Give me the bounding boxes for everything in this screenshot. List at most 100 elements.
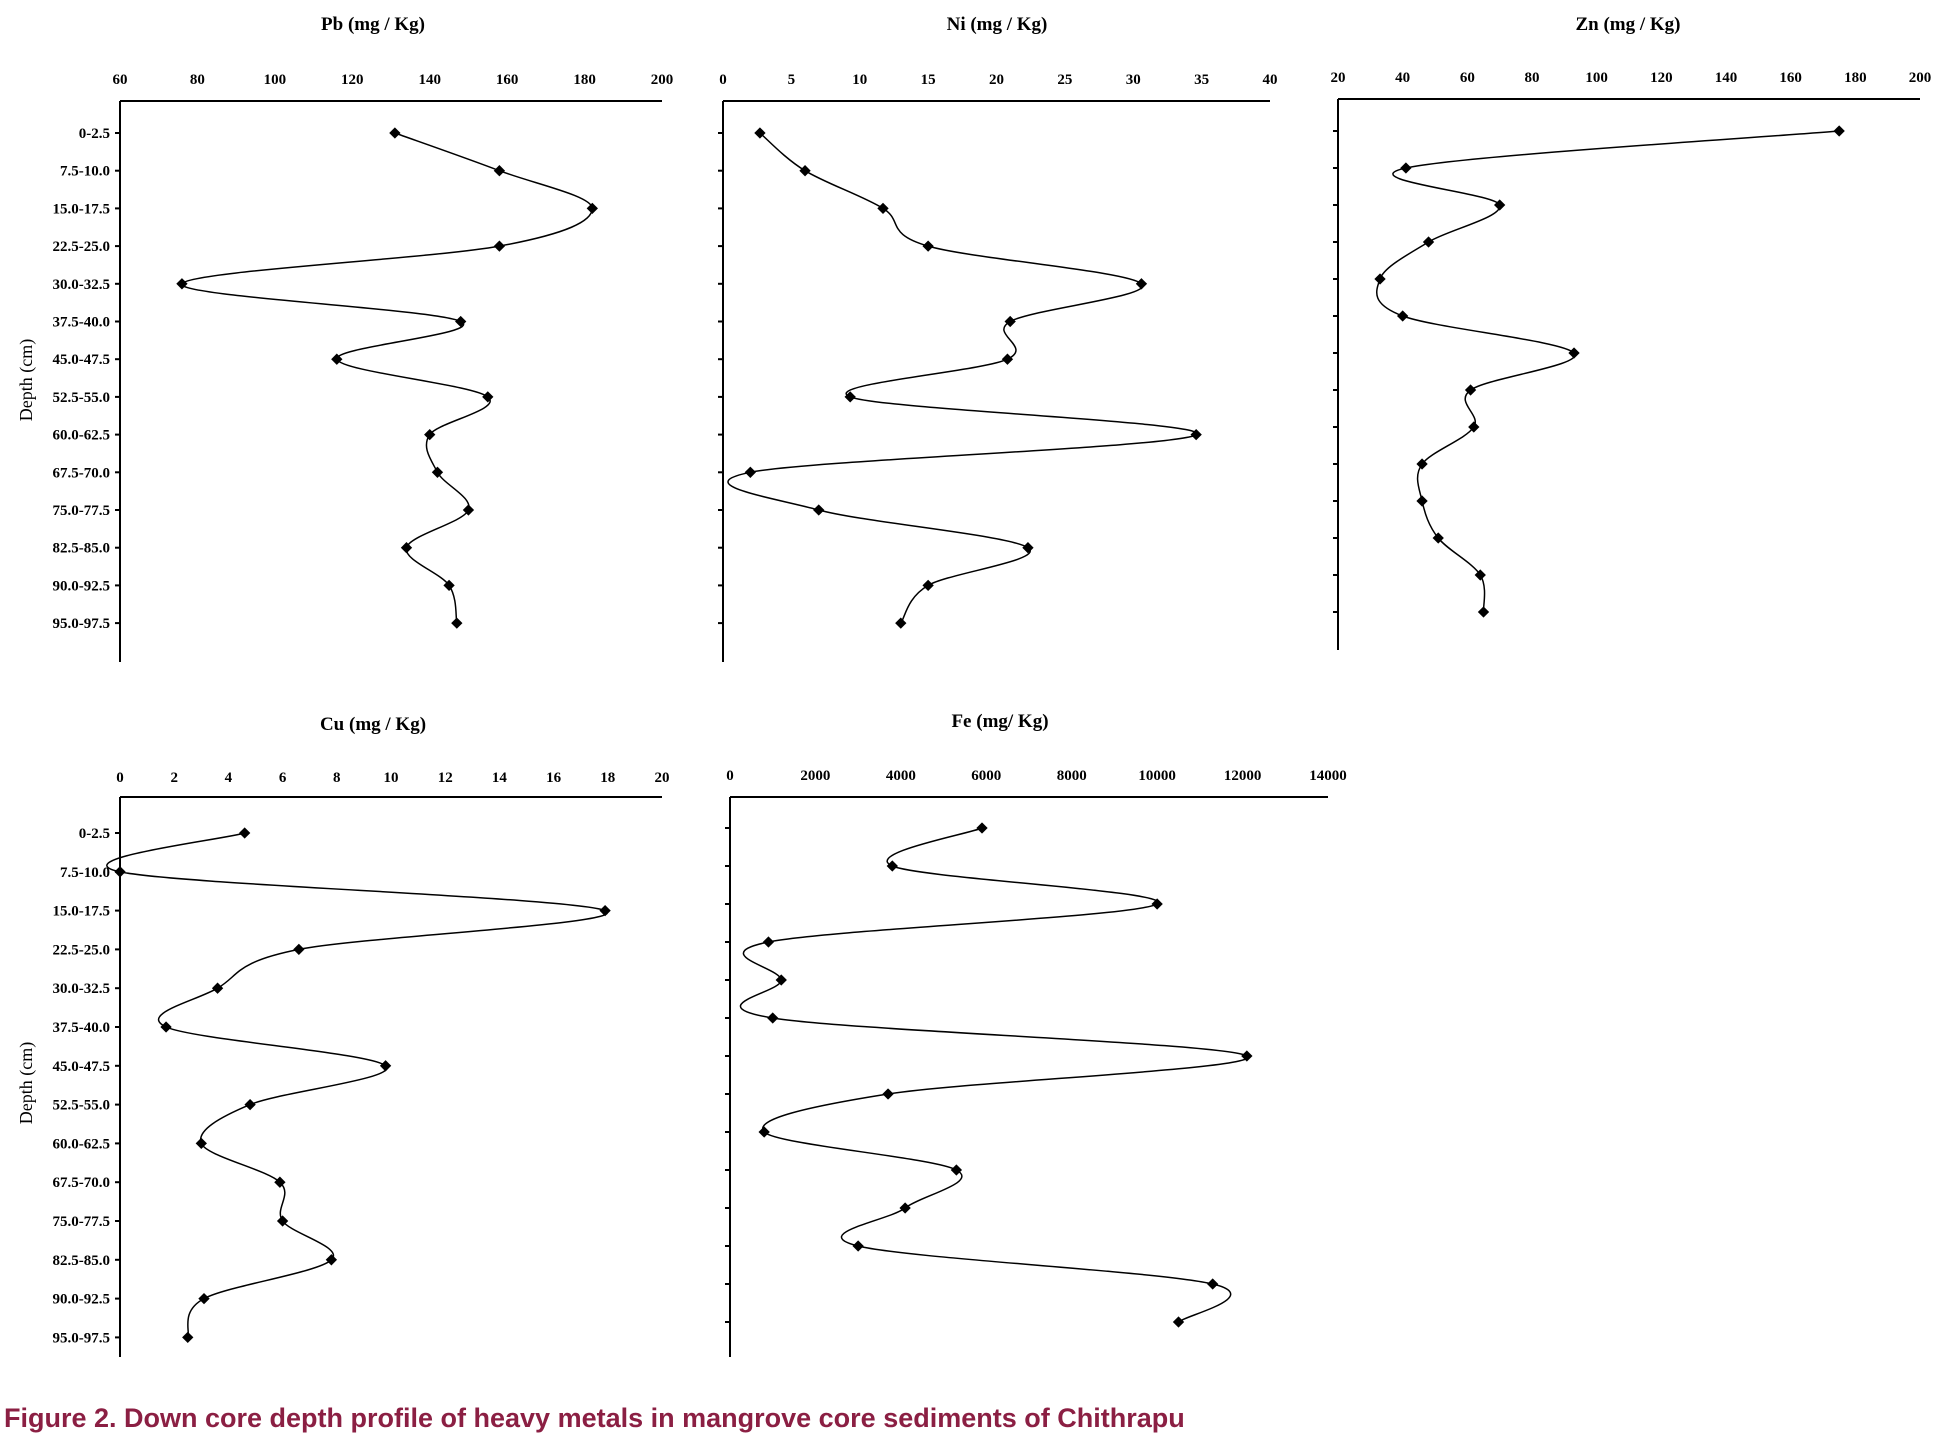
data-point [754, 127, 766, 139]
data-point [455, 315, 467, 328]
x-tick-label: 180 [573, 72, 596, 88]
x-tick-label: 40 [1263, 72, 1278, 88]
data-point [239, 827, 251, 839]
y-axis-title: Depth (cm) [16, 339, 37, 421]
data-point [599, 904, 611, 917]
x-tick-label: 0 [726, 768, 734, 784]
x-tick-label: 120 [1650, 70, 1673, 86]
x-tick-label: 0 [719, 72, 727, 88]
x-tick-label: 10000 [1138, 768, 1176, 784]
chart-title: Fe (mg/ Kg) [951, 711, 1048, 732]
x-tick-label: 80 [190, 72, 205, 88]
data-point [451, 617, 463, 629]
x-tick-label: 12 [438, 770, 453, 786]
data-point [195, 1137, 207, 1150]
chart-title: Ni (mg / Kg) [947, 14, 1048, 35]
series-line [739, 827, 1249, 1323]
data-point [1422, 236, 1435, 248]
series-line [106, 832, 609, 1338]
y-tick-label: 52.5-55.0 [53, 1098, 111, 1114]
data-point [922, 579, 934, 592]
data-point [1374, 273, 1386, 285]
figure-caption: Figure 2. Down core depth profile of hea… [4, 1403, 1185, 1433]
data-point [1172, 1316, 1185, 1328]
y-tick-label: 52.5-55.0 [53, 390, 111, 406]
y-tick-label: 82.5-85.0 [53, 1253, 111, 1269]
x-tick-label: 6000 [971, 768, 1001, 784]
data-point [244, 1098, 256, 1111]
data-point [1477, 606, 1490, 618]
data-point [443, 579, 455, 592]
data-point [176, 278, 188, 290]
y-tick-label: 30.0-32.5 [53, 277, 111, 293]
data-point [182, 1331, 194, 1344]
data-point [1432, 532, 1444, 544]
x-tick-label: 200 [1909, 70, 1932, 86]
x-tick-label: 8000 [1057, 768, 1087, 784]
chart-title: Zn (mg / Kg) [1575, 14, 1680, 35]
data-point [758, 1126, 770, 1138]
data-point [331, 353, 343, 365]
series-line [727, 132, 1197, 624]
x-tick-label: 10 [384, 770, 399, 786]
x-tick-label: 12000 [1224, 768, 1262, 784]
data-point [276, 1215, 289, 1227]
data-point [1022, 542, 1034, 554]
y-tick-label: 22.5-25.0 [53, 942, 111, 958]
x-tick-label: 14000 [1309, 768, 1347, 784]
chart-panel: Zn (mg / Kg) 20 40 60 80 100 120 140 160 180 200 [1331, 14, 1932, 650]
x-tick-label: 100 [1585, 70, 1608, 86]
data-point [400, 542, 413, 554]
data-point [1001, 353, 1014, 365]
x-tick-label: 100 [264, 72, 287, 88]
x-tick-label: 20 [1331, 70, 1346, 86]
x-tick-label: 40 [1395, 70, 1410, 86]
x-tick-label: 2000 [800, 768, 830, 784]
x-tick-label: 80 [1525, 70, 1540, 86]
x-tick-label: 140 [418, 72, 441, 88]
y-tick-label: 15.0-17.5 [53, 201, 111, 217]
data-point [1568, 347, 1580, 359]
data-point [1207, 1278, 1219, 1290]
data-point [389, 127, 401, 139]
data-point [895, 617, 907, 629]
y-tick-label: 60.0-62.5 [53, 428, 111, 444]
x-tick-label: 25 [1057, 72, 1072, 88]
data-point [1397, 310, 1409, 322]
data-point [1004, 315, 1016, 328]
x-tick-label: 30 [1126, 72, 1141, 88]
x-tick-label: 35 [1194, 72, 1209, 88]
x-tick-label: 140 [1715, 70, 1738, 86]
data-point [852, 1240, 864, 1252]
x-tick-label: 120 [341, 72, 364, 88]
data-point [1135, 278, 1148, 290]
data-point [1241, 1050, 1253, 1062]
data-point [1474, 569, 1486, 581]
y-axis-title: Depth (cm) [16, 1042, 37, 1124]
data-point [211, 982, 224, 994]
data-point [1151, 898, 1163, 910]
y-tick-label: 95.0-97.5 [53, 616, 111, 632]
series-line [1376, 130, 1840, 613]
data-point [493, 240, 506, 252]
x-tick-label: 200 [651, 72, 674, 88]
x-tick-label: 16 [546, 770, 562, 786]
x-tick-label: 6 [279, 770, 287, 786]
data-point [886, 860, 898, 872]
data-point [899, 1202, 911, 1214]
x-tick-label: 5 [788, 72, 796, 88]
y-tick-label: 60.0-62.5 [53, 1136, 111, 1152]
data-point [1416, 495, 1428, 507]
data-point [882, 1088, 894, 1100]
data-point [950, 1164, 963, 1176]
data-point [877, 202, 889, 215]
data-point [1468, 421, 1480, 433]
chart-title: Pb (mg / Kg) [321, 14, 425, 35]
data-point [114, 866, 126, 878]
data-point [744, 466, 757, 478]
data-point [160, 1021, 172, 1033]
y-tick-label: 37.5-40.0 [53, 315, 111, 331]
data-point [493, 165, 506, 177]
data-point [767, 1012, 779, 1024]
data-point [1833, 125, 1845, 137]
